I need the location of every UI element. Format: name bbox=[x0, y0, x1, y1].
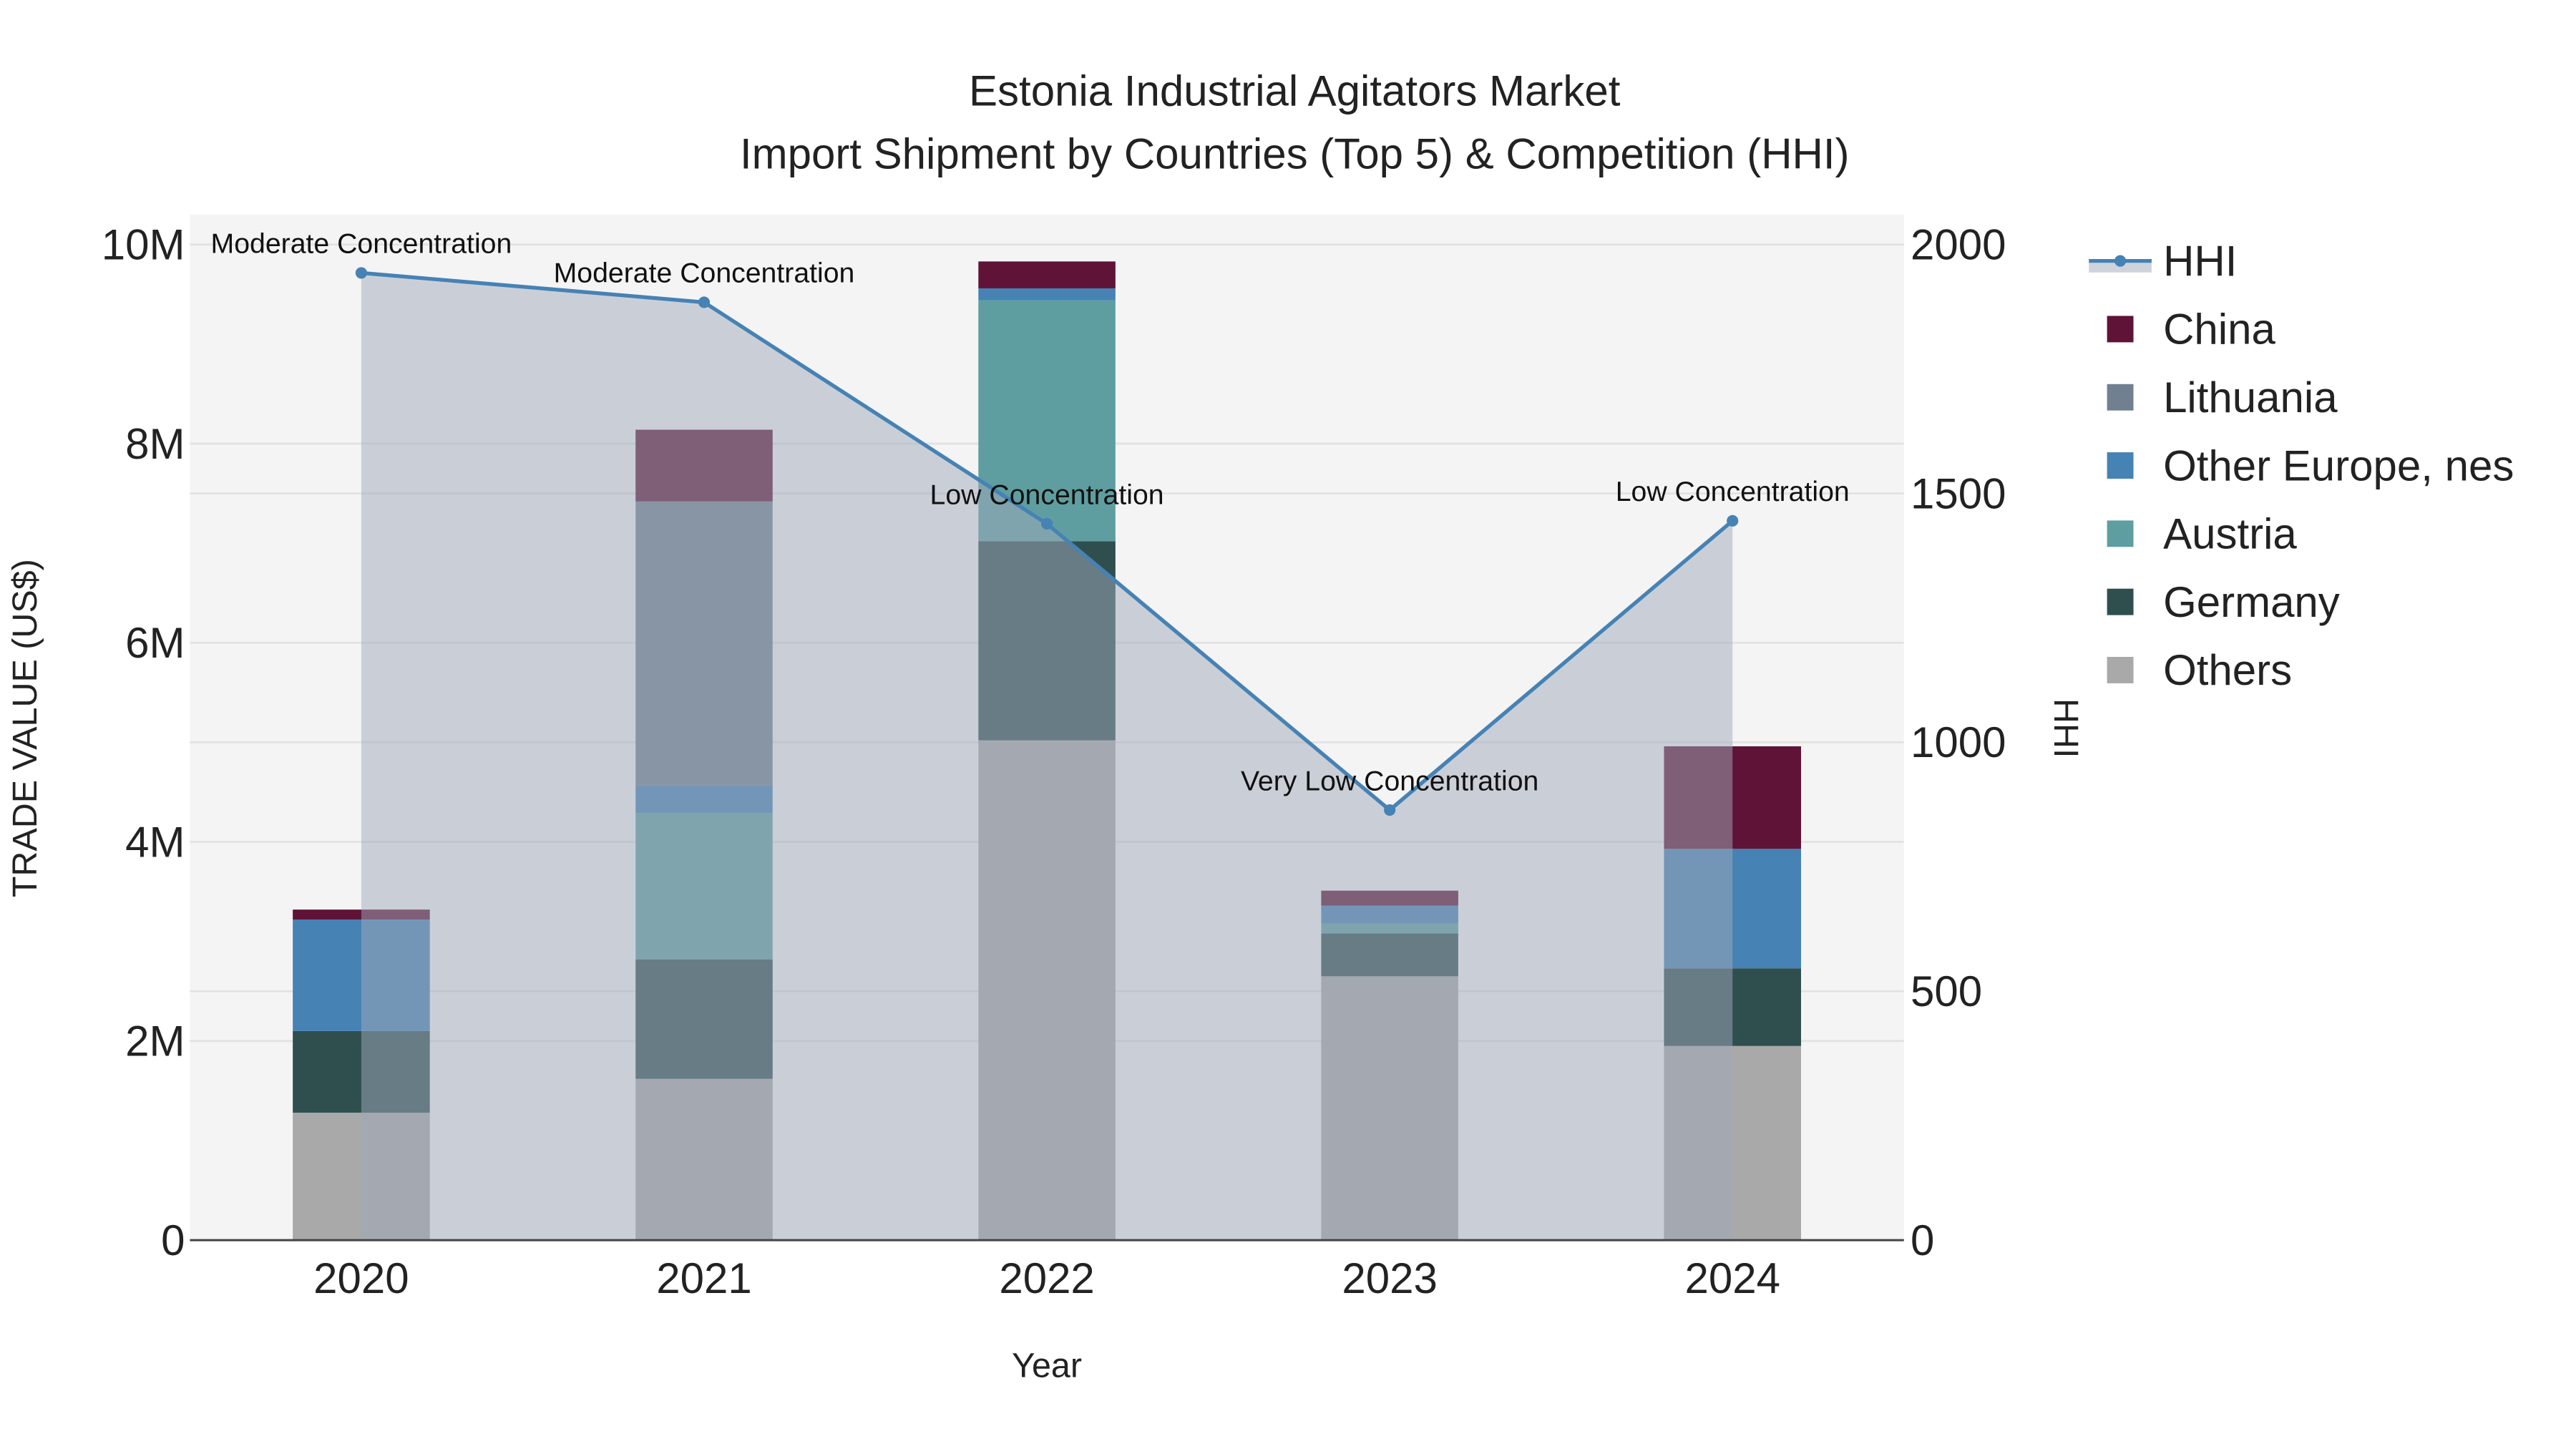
x-axis-title: Year bbox=[1012, 1347, 1082, 1385]
y-tick-label: 6M bbox=[125, 619, 185, 667]
hhi-point[interactable] bbox=[1727, 514, 1739, 527]
hhi-annotation: Low Concentration bbox=[930, 479, 1164, 510]
legend-label: HHI bbox=[2163, 237, 2237, 285]
y2-tick-label: 0 bbox=[1911, 1216, 1934, 1264]
chart-title-line1: Estonia Industrial Agitators Market bbox=[969, 67, 1621, 115]
y-tick-label: 10M bbox=[102, 221, 185, 269]
legend-label: Austria bbox=[2163, 510, 2297, 558]
hhi-point[interactable] bbox=[355, 267, 367, 279]
hhi-annotation: Moderate Concentration bbox=[211, 228, 512, 260]
legend-marker bbox=[2114, 255, 2127, 267]
bar-segment-china[interactable] bbox=[978, 261, 1116, 288]
legend-label: Other Europe, nes bbox=[2163, 441, 2514, 489]
legend-swatch bbox=[2107, 316, 2134, 343]
y-tick-label: 8M bbox=[125, 420, 185, 468]
y2-tick-label: 1500 bbox=[1911, 469, 2006, 517]
hhi-annotation: Very Low Concentration bbox=[1241, 765, 1538, 796]
hhi-series: Moderate Concentration Moderate Concentra… bbox=[211, 228, 1850, 1241]
hhi-point[interactable] bbox=[698, 296, 711, 308]
legend-swatch bbox=[2107, 588, 2134, 615]
chart-title-line2: Import Shipment by Countries (Top 5) & C… bbox=[740, 130, 1850, 177]
bar-segment-other-europe-nes[interactable] bbox=[978, 288, 1116, 301]
legend-item-other-europe-nes[interactable]: Other Europe, nes bbox=[2107, 441, 2514, 489]
y2-tick-label: 2000 bbox=[1911, 221, 2006, 269]
x-tick-label: 2021 bbox=[656, 1254, 751, 1302]
legend-item-germany[interactable]: Germany bbox=[2107, 578, 2340, 626]
x-tick-label: 2023 bbox=[1342, 1254, 1437, 1302]
x-tick-label: 2022 bbox=[999, 1254, 1094, 1302]
legend-swatch bbox=[2107, 657, 2134, 683]
y-tick-label: 0 bbox=[161, 1216, 185, 1264]
hhi-point[interactable] bbox=[1041, 517, 1053, 530]
legend-item-lithuania[interactable]: Lithuania bbox=[2107, 374, 2338, 421]
legend-swatch bbox=[2107, 384, 2134, 411]
legend-label: China bbox=[2163, 306, 2275, 353]
hhi-annotation: Moderate Concentration bbox=[554, 258, 855, 289]
legend-label: Lithuania bbox=[2163, 374, 2338, 421]
x-tick-label: 2024 bbox=[1684, 1254, 1780, 1302]
legend: HHI China Lithuania Other Europe, nes Austri… bbox=[2089, 237, 2514, 694]
hhi-point[interactable] bbox=[1384, 804, 1396, 816]
legend-swatch bbox=[2107, 452, 2134, 479]
y2-axis-title: HHI bbox=[2046, 698, 2085, 758]
y2-tick-label: 1000 bbox=[1911, 718, 2006, 766]
hhi-annotation: Low Concentration bbox=[1616, 476, 1850, 507]
legend-item-austria[interactable]: Austria bbox=[2107, 510, 2298, 558]
legend-item-china[interactable]: China bbox=[2107, 306, 2276, 353]
legend-item-hhi[interactable]: HHI bbox=[2089, 237, 2237, 285]
hhi-area bbox=[361, 273, 1733, 1241]
y-tick-label: 4M bbox=[125, 818, 185, 866]
legend-label: Germany bbox=[2163, 578, 2340, 626]
legend-swatch bbox=[2107, 520, 2134, 547]
y-axis-title: TRADE VALUE (US$) bbox=[6, 559, 44, 897]
y-tick-label: 2M bbox=[125, 1018, 185, 1065]
tick-labels: 0 2M 4M 6M 8M 10M 0 500 1000 1500 2000 2020 2021 2022… bbox=[102, 221, 2006, 1302]
x-tick-label: 2020 bbox=[313, 1254, 409, 1302]
legend-item-others[interactable]: Others bbox=[2107, 646, 2293, 694]
legend-label: Others bbox=[2163, 646, 2292, 694]
y2-tick-label: 500 bbox=[1911, 967, 1982, 1015]
